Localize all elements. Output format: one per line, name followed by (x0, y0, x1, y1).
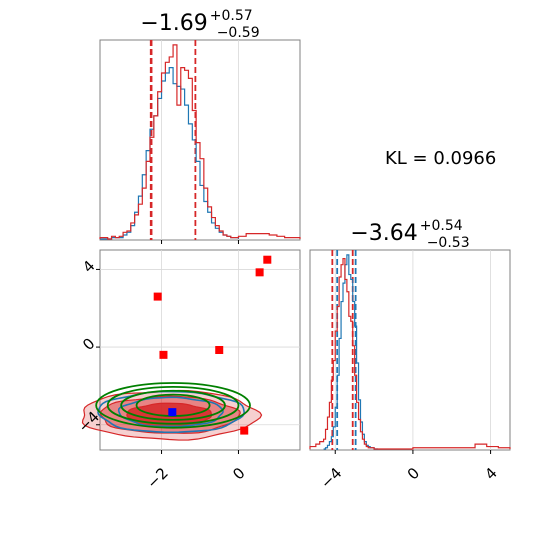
histogram-x-title-sub: −0.59 (217, 25, 260, 41)
green-contour (106, 385, 240, 425)
hist-x-series-1 (99, 44, 301, 240)
hist-y-xtick-label: 4 (481, 464, 500, 483)
histogram-y-title-main: −3.64 (350, 221, 417, 246)
red-square-marker (240, 426, 249, 435)
red-square-marker (159, 350, 168, 359)
scatter-ytick-label: 0 (79, 335, 98, 354)
histogram-x-title-sup: +0.57 (210, 8, 253, 24)
histogram-y-title-sub: −0.53 (427, 235, 470, 251)
scatter-ytick-label: 4 (79, 257, 98, 276)
green-contour (95, 382, 251, 429)
histogram-y-title-sup: +0.54 (420, 218, 463, 234)
histogram-panel-y (309, 249, 511, 451)
histogram-x-title: −1.69 +0.57 −0.59 (140, 8, 259, 41)
blue-contour (117, 396, 224, 428)
blue-square-marker (168, 408, 177, 417)
histogram-panel-x (99, 39, 301, 241)
scatter-contour-panel (81, 249, 301, 451)
kl-annotation: KL = 0.0966 (385, 148, 496, 169)
hist-y-xtick-label: 0 (404, 464, 423, 483)
scatter-xtick-label: −2 (143, 464, 171, 492)
red-square-marker (153, 292, 162, 301)
scatter-xtick-label: 0 (229, 464, 248, 483)
red-square-marker (255, 268, 264, 277)
green-contour (120, 389, 226, 421)
histogram-y-frame (309, 249, 511, 451)
hist-y-series-1 (309, 257, 511, 450)
histogram-x-title-main: −1.69 (140, 11, 207, 36)
histogram-x-frame (99, 39, 301, 241)
histogram-y-title: −3.64 +0.54 −0.53 (350, 218, 469, 251)
hist-y-xtick-label: −4 (317, 464, 345, 492)
red-square-marker (215, 346, 224, 354)
red-square-marker (263, 255, 272, 264)
